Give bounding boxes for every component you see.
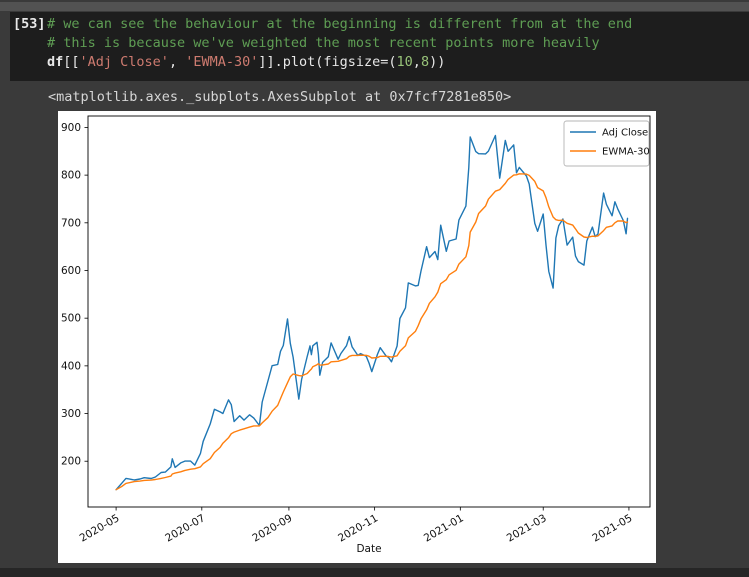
code-line-plot[interactable]: df[['Adj Close', 'EWMA-30']].plot(figsiz…	[47, 53, 632, 72]
y-tick-label: 600	[61, 265, 81, 277]
top-toolbar-strip	[0, 2, 749, 11]
matplotlib-figure: 200 300 400 500 600 700 800 900 2020-05 2020-07 20…	[58, 111, 656, 563]
code-token-comma2: ,	[412, 54, 421, 70]
x-tick-label: 2021-01	[422, 512, 466, 544]
y-tick-label: 900	[61, 122, 81, 134]
code-token-brackets: [[	[63, 54, 80, 70]
code-token-comma: ,	[168, 54, 186, 70]
code-token-close-parens: ))	[429, 54, 446, 70]
code-token-number-10: 10	[396, 54, 413, 70]
legend-label: EWMA-30	[602, 147, 650, 158]
code-token-adjclose-string: 'Adj Close'	[79, 54, 169, 70]
bottom-statusbar-strip	[0, 568, 749, 577]
code-token-plot-call: ]].plot(figsize=(	[258, 54, 397, 70]
y-tick-label: 700	[61, 217, 81, 229]
output-repr-text: <matplotlib.axes._subplots.AxesSubplot a…	[48, 89, 512, 105]
code-cell[interactable]: [53] # we can see the behaviour at the b…	[10, 12, 749, 81]
y-tick-label: 800	[61, 170, 81, 182]
figure-canvas: 200 300 400 500 600 700 800 900 2020-05 2020-07 20…	[61, 115, 651, 555]
x-tick-label: 2020-09	[250, 512, 294, 544]
x-tick-label: 2021-05	[590, 512, 634, 544]
execution-count-badge[interactable]: [53]	[13, 16, 46, 32]
legend-label: Adj Close	[602, 128, 648, 139]
y-tick-label: 200	[61, 456, 81, 468]
code-token-ewma-string: 'EWMA-30'	[185, 54, 259, 70]
code-comment-line-1[interactable]: # we can see the behaviour at the beginn…	[47, 16, 633, 32]
code-comment-line-2[interactable]: # this is because we've weighted the mos…	[47, 35, 600, 51]
x-tick-label: 2020-11	[336, 512, 380, 544]
code-editor[interactable]: # we can see the behaviour at the beginn…	[47, 15, 632, 72]
code-token-number-8: 8	[420, 54, 430, 70]
y-tick-label: 300	[61, 408, 81, 420]
x-tick-label: 2020-07	[163, 512, 207, 544]
x-tick-label: 2020-05	[78, 512, 122, 544]
series-line-ewma-30	[115, 173, 629, 491]
y-tick-label: 500	[61, 313, 81, 325]
x-tick-label: 2021-03	[505, 512, 549, 544]
y-tick-label: 400	[61, 360, 81, 372]
x-axis-label: Date	[356, 543, 381, 555]
series-line-adj-close	[115, 134, 629, 491]
code-token-df: df	[47, 54, 64, 70]
axes-frame	[87, 115, 651, 508]
